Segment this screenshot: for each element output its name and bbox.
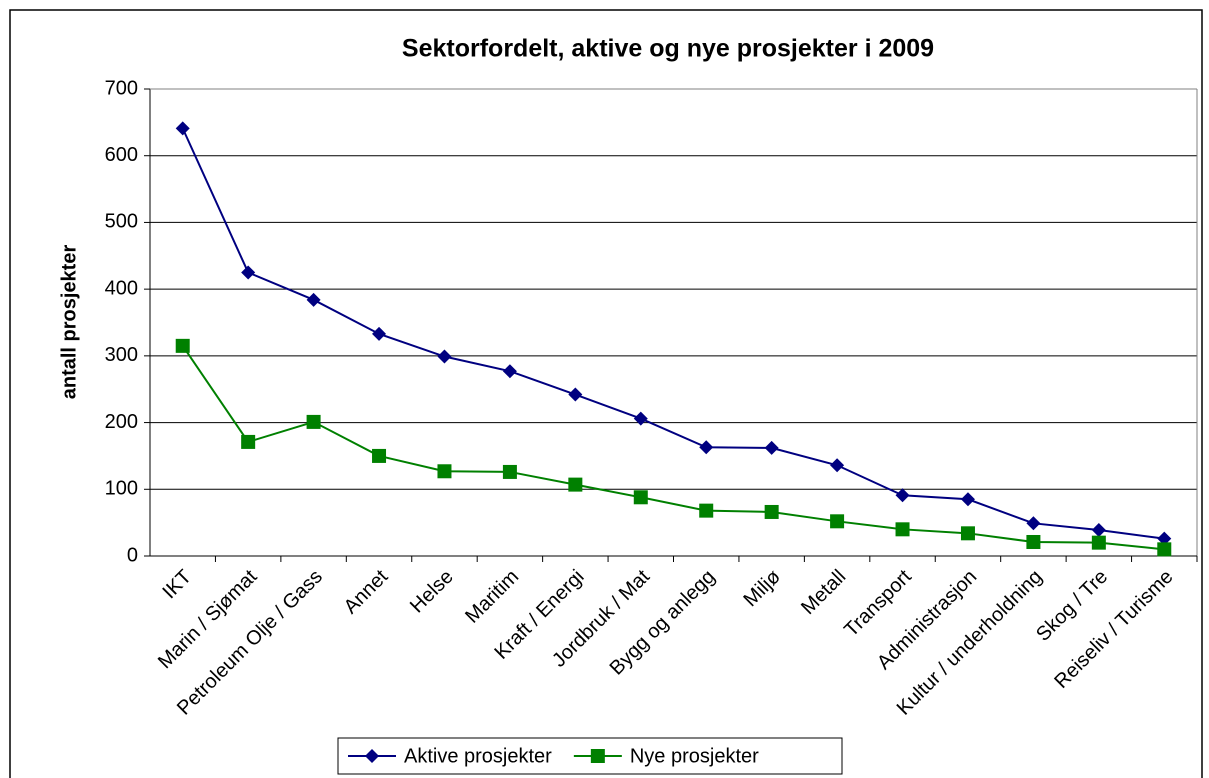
y-tick-label: 600 [105, 144, 138, 166]
marker [895, 522, 910, 537]
marker [437, 464, 452, 479]
series-line [181, 345, 1165, 551]
marker [175, 338, 190, 353]
marker [1026, 516, 1041, 531]
marker [1157, 531, 1172, 546]
legend-label: Nye prosjekter [630, 745, 759, 767]
marker [306, 292, 321, 307]
series-line [181, 127, 1165, 540]
marker [699, 503, 714, 518]
marker [633, 411, 648, 426]
y-tick-label: 200 [105, 411, 138, 433]
y-tick-label: 400 [105, 277, 138, 299]
marker [830, 458, 845, 473]
marker [1091, 522, 1106, 537]
marker [1091, 535, 1106, 550]
marker [1026, 534, 1041, 549]
chart-title: Sektorfordelt, aktive og nye prosjekter … [402, 35, 934, 63]
marker [365, 749, 379, 763]
y-tick-label: 100 [105, 478, 138, 500]
marker [764, 440, 779, 455]
y-tick-label: 500 [105, 211, 138, 233]
legend-label: Aktive prosjekter [404, 745, 552, 767]
marker [502, 364, 517, 379]
marker [437, 349, 452, 364]
marker [1157, 542, 1172, 557]
marker [372, 326, 387, 341]
y-tick-label: 0 [127, 544, 138, 566]
marker [895, 488, 910, 503]
marker [633, 490, 648, 505]
marker [372, 448, 387, 463]
marker [568, 387, 583, 402]
y-axis-label: antall prosjekter [58, 245, 80, 400]
marker [699, 440, 714, 455]
marker [590, 749, 605, 763]
y-tick-label: 300 [105, 344, 138, 366]
chart-border [9, 9, 1203, 778]
legend: Aktive prosjekter Nye prosjekter [337, 737, 843, 775]
marker [764, 504, 779, 519]
marker [960, 526, 975, 541]
y-tick-label: 700 [105, 77, 138, 99]
marker [241, 265, 256, 280]
marker [830, 514, 845, 529]
marker [306, 414, 321, 429]
marker [960, 492, 975, 507]
marker [241, 434, 256, 449]
marker [502, 464, 517, 479]
marker [568, 477, 583, 492]
marker [175, 121, 190, 136]
